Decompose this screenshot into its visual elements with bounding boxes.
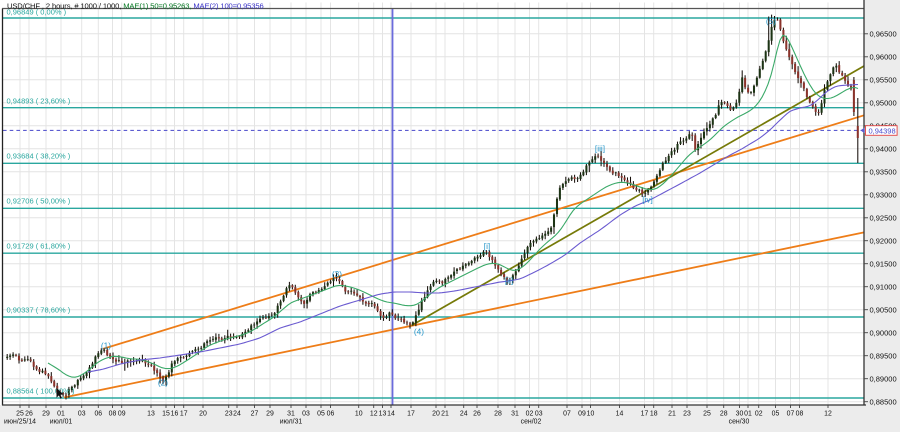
svg-text:29: 29 xyxy=(266,411,274,418)
svg-text:0,89500: 0,89500 xyxy=(870,351,897,360)
svg-text:0,95500: 0,95500 xyxy=(870,76,897,85)
svg-text:09: 09 xyxy=(578,411,586,418)
svg-text:0,90500: 0,90500 xyxy=(870,305,897,314)
svg-text:0,88500: 0,88500 xyxy=(870,397,897,406)
svg-text:0,94893 ( 23,60% ): 0,94893 ( 23,60% ) xyxy=(7,96,71,105)
svg-text:0,94000: 0,94000 xyxy=(870,145,897,154)
svg-text:25: 25 xyxy=(16,411,24,418)
svg-text:10: 10 xyxy=(355,411,363,418)
svg-text:(1): (1) xyxy=(101,341,111,351)
svg-text:28: 28 xyxy=(720,411,728,418)
svg-text:25: 25 xyxy=(703,411,711,418)
svg-text:0,93684 ( 38,20% ): 0,93684 ( 38,20% ) xyxy=(7,152,71,161)
svg-text:[ii]: [ii] xyxy=(505,276,513,286)
svg-text:23: 23 xyxy=(225,411,233,418)
svg-text:14: 14 xyxy=(616,411,624,418)
svg-text:сен/02: сен/02 xyxy=(521,419,542,426)
svg-text:17: 17 xyxy=(407,411,415,418)
svg-text:0,91500: 0,91500 xyxy=(870,259,897,268)
svg-text:18: 18 xyxy=(650,411,658,418)
svg-text:06: 06 xyxy=(94,411,102,418)
svg-text:0,92706 ( 50,00% ): 0,92706 ( 50,00% ) xyxy=(7,197,71,206)
svg-text:(4): (4) xyxy=(414,327,424,337)
svg-text:07: 07 xyxy=(563,411,571,418)
svg-text:07: 07 xyxy=(787,411,795,418)
svg-text:08: 08 xyxy=(796,411,804,418)
svg-text:0,91729 ( 61,80% ): 0,91729 ( 61,80% ) xyxy=(7,242,71,251)
svg-text:13: 13 xyxy=(147,411,155,418)
svg-text:05: 05 xyxy=(772,411,780,418)
svg-text:28: 28 xyxy=(494,411,502,418)
svg-text:(5): (5) xyxy=(766,16,776,26)
svg-text:[i]: [i] xyxy=(484,241,490,251)
svg-text:(2): (2) xyxy=(158,378,168,388)
svg-text:0,94398: 0,94398 xyxy=(869,126,896,135)
svg-text:16: 16 xyxy=(171,411,179,418)
svg-text:(3): (3) xyxy=(332,269,342,279)
svg-text:08: 08 xyxy=(109,411,117,418)
svg-text:01: 01 xyxy=(744,411,752,418)
svg-text:0,93500: 0,93500 xyxy=(870,168,897,177)
svg-text:15: 15 xyxy=(162,411,170,418)
svg-text:27: 27 xyxy=(251,411,259,418)
svg-text:июл/01: июл/01 xyxy=(50,419,73,426)
svg-text:20: 20 xyxy=(199,411,207,418)
svg-text:[iii]: [iii] xyxy=(595,144,605,154)
svg-text:05: 05 xyxy=(317,411,325,418)
svg-text:21: 21 xyxy=(441,411,449,418)
svg-text:0,89000: 0,89000 xyxy=(870,374,897,383)
svg-text:0,92000: 0,92000 xyxy=(870,236,897,245)
svg-text:0,96500: 0,96500 xyxy=(870,30,897,39)
svg-text:USD/CHF , 2 hours, # 1000 / 10: USD/CHF , 2 hours, # 1000 / 1000, MAE(1)… xyxy=(7,2,264,11)
svg-text:17: 17 xyxy=(180,411,188,418)
svg-text:0,96000: 0,96000 xyxy=(870,53,897,62)
svg-text:02: 02 xyxy=(755,411,763,418)
svg-text:[iv]: [iv] xyxy=(642,195,653,205)
svg-text:24: 24 xyxy=(460,411,468,418)
svg-text:31: 31 xyxy=(511,411,519,418)
svg-text:0,96849 ( 0,00% ): 0,96849 ( 0,00% ) xyxy=(7,7,67,16)
svg-text:01: 01 xyxy=(57,411,65,418)
svg-text:10: 10 xyxy=(587,411,595,418)
svg-text:17: 17 xyxy=(641,411,649,418)
svg-text:03: 03 xyxy=(78,411,86,418)
svg-text:03: 03 xyxy=(535,411,543,418)
svg-text:26: 26 xyxy=(25,411,33,418)
svg-text:29: 29 xyxy=(42,411,50,418)
svg-text:0,90000: 0,90000 xyxy=(870,328,897,337)
svg-text:0,88564 ( 100,00% ): 0,88564 ( 100,00% ) xyxy=(7,387,75,396)
svg-text:0,91000: 0,91000 xyxy=(870,282,897,291)
svg-text:12: 12 xyxy=(370,411,378,418)
svg-text:12: 12 xyxy=(824,411,832,418)
svg-text:0,95000: 0,95000 xyxy=(870,99,897,108)
svg-text:31: 31 xyxy=(287,411,295,418)
svg-text:02: 02 xyxy=(526,411,534,418)
svg-text:сен/30: сен/30 xyxy=(729,419,750,426)
svg-text:06: 06 xyxy=(327,411,335,418)
svg-text:03: 03 xyxy=(302,411,310,418)
svg-text:26: 26 xyxy=(473,411,481,418)
svg-text:30: 30 xyxy=(736,411,744,418)
svg-text:13: 13 xyxy=(379,411,387,418)
svg-text:23: 23 xyxy=(683,411,691,418)
svg-text:июл/31: июл/31 xyxy=(280,419,303,426)
svg-text:21: 21 xyxy=(668,411,676,418)
svg-text:июн/25/14: июн/25/14 xyxy=(4,419,36,426)
svg-text:0,90337 ( 78,60% ): 0,90337 ( 78,60% ) xyxy=(7,306,71,315)
svg-text:24: 24 xyxy=(233,411,241,418)
svg-text:09: 09 xyxy=(118,411,126,418)
svg-text:0,92500: 0,92500 xyxy=(870,214,897,223)
svg-text:14: 14 xyxy=(387,411,395,418)
svg-text:20: 20 xyxy=(432,411,440,418)
svg-text:0,93000: 0,93000 xyxy=(870,191,897,200)
